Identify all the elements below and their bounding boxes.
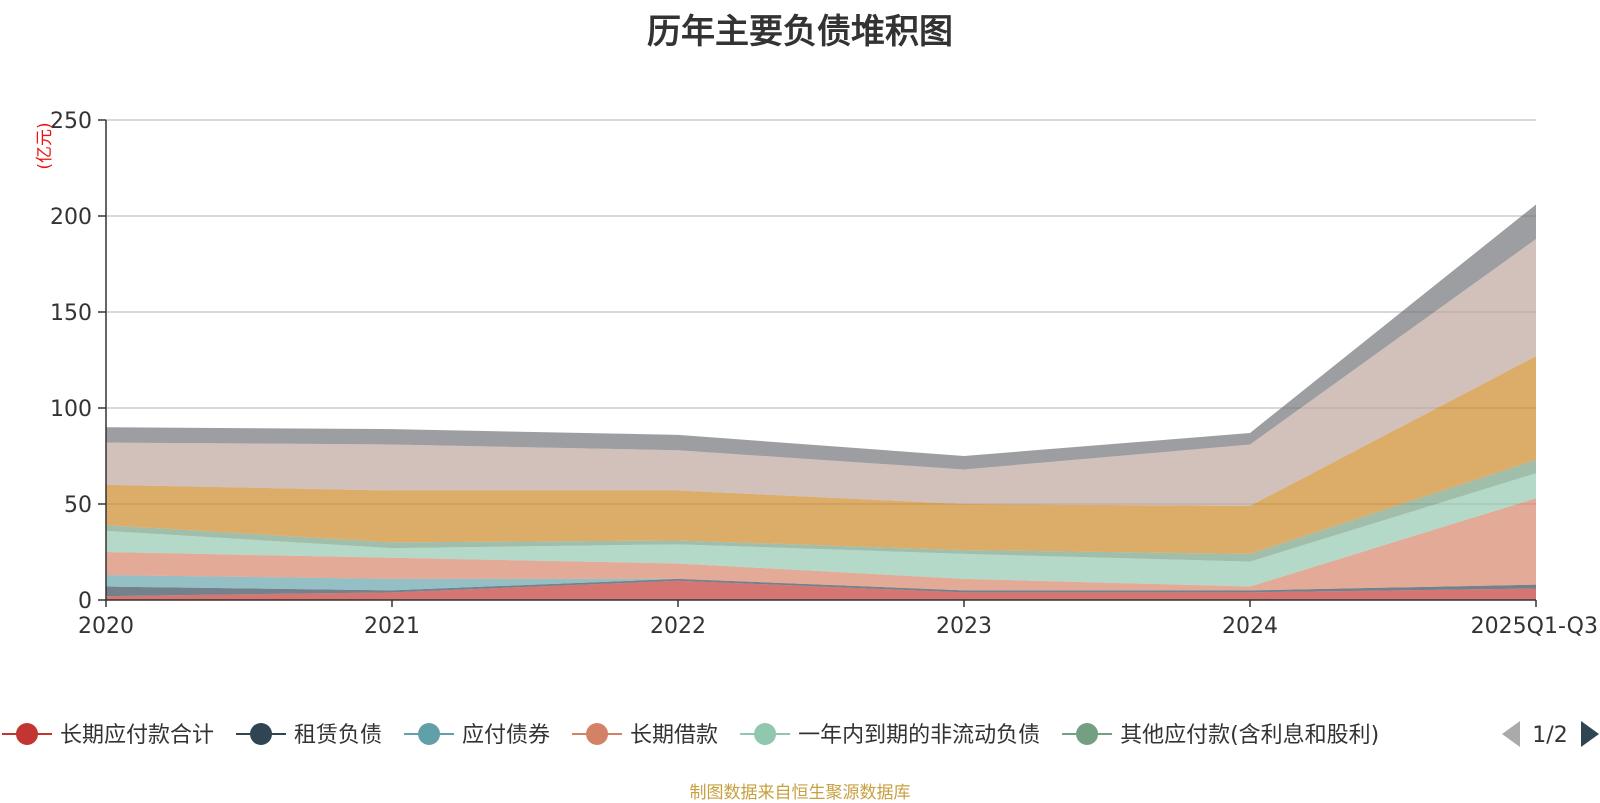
chart-title: 历年主要负债堆积图 [647,12,953,52]
legend-item-4[interactable]: 长期借款 [572,723,718,748]
y-tick-label: 250 [50,109,92,134]
legend[interactable]: 长期应付款合计 租赁负债 应付债券 长期借款 一年内到期的非流动负债 其他应付款(含利息和… [2,721,1599,748]
legend-label: 其他应付款(含利息和股利) [1120,723,1379,748]
area-series-8 [106,239,1536,506]
y-tick-label: 0 [78,589,92,614]
legend-marker [586,723,609,745]
y-tick-label: 100 [50,397,92,422]
legend-page-indicator: 1/2 [1532,723,1567,748]
y-unit-label: (亿元) [35,122,55,169]
legend-item-3[interactable]: 应付债券 [404,723,550,748]
area-series-4 [106,498,1536,591]
y-tick-label: 150 [50,301,92,326]
x-tick-label: 2021 [364,614,420,639]
legend-marker [16,723,38,745]
legend-label: 租赁负债 [294,723,382,748]
legend-marker [250,723,273,745]
area-series [106,204,1536,600]
x-tick-label: 2023 [936,614,992,639]
legend-marker [1076,723,1099,745]
legend-label: 应付债券 [462,723,550,748]
area-series-7 [106,356,1536,554]
source-note: 制图数据来自恒生聚源数据库 [689,783,911,803]
area-series-5 [106,473,1536,587]
x-tick-label: 2022 [650,614,706,639]
y-tick-label: 200 [50,205,92,230]
area-series-1 [106,580,1536,600]
legend-prev-arrow-icon[interactable] [1502,721,1520,747]
y-tick-label: 50 [64,493,92,518]
legend-label: 长期借款 [630,723,718,748]
legend-item-2[interactable]: 租赁负债 [236,723,382,748]
legend-label: 长期应付款合计 [60,723,214,748]
x-tick-label: 2025Q1-Q3 [1471,614,1598,639]
legend-next-arrow-icon[interactable] [1581,721,1599,747]
area-series-2 [106,578,1536,597]
legend-label: 一年内到期的非流动负债 [798,723,1040,748]
legend-marker [754,723,777,745]
legend-item-1[interactable]: 长期应付款合计 [2,723,214,748]
axes: 0 50 100 150 200 250 2020 2021 2022 2023 2024 2025Q… [35,109,1598,639]
legend-item-6[interactable]: 其他应付款(含利息和股利) [1062,723,1379,748]
x-tick-label: 2024 [1222,614,1278,639]
legend-marker [418,723,441,745]
legend-pager[interactable]: 1/2 [1502,721,1599,748]
x-tick-label: 2020 [78,614,134,639]
area-series-9 [106,204,1536,470]
legend-item-5[interactable]: 一年内到期的非流动负债 [740,723,1040,748]
